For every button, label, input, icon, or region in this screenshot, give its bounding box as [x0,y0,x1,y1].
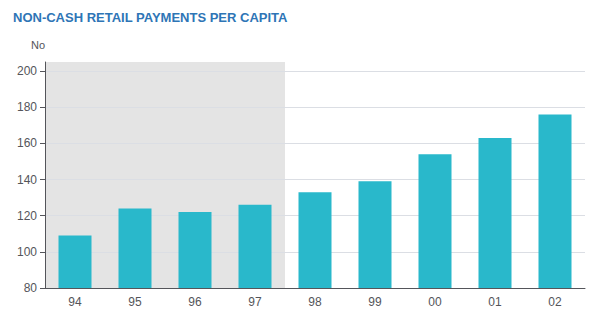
svg-text:98: 98 [308,295,322,309]
svg-text:200: 200 [17,64,37,78]
svg-text:95: 95 [128,295,142,309]
svg-text:80: 80 [24,281,38,295]
svg-text:140: 140 [17,173,37,187]
svg-text:97: 97 [248,295,262,309]
svg-text:00: 00 [428,295,442,309]
svg-text:100: 100 [17,245,37,259]
svg-text:96: 96 [188,295,202,309]
svg-text:99: 99 [368,295,382,309]
svg-text:02: 02 [548,295,562,309]
svg-text:160: 160 [17,136,37,150]
svg-text:120: 120 [17,209,37,223]
svg-text:NON-CASH RETAIL PAYMENTS PER C: NON-CASH RETAIL PAYMENTS PER CAPITA [13,10,288,25]
svg-text:01: 01 [488,295,502,309]
svg-text:94: 94 [68,295,82,309]
svg-text:180: 180 [17,100,37,114]
svg-text:No: No [31,39,45,51]
